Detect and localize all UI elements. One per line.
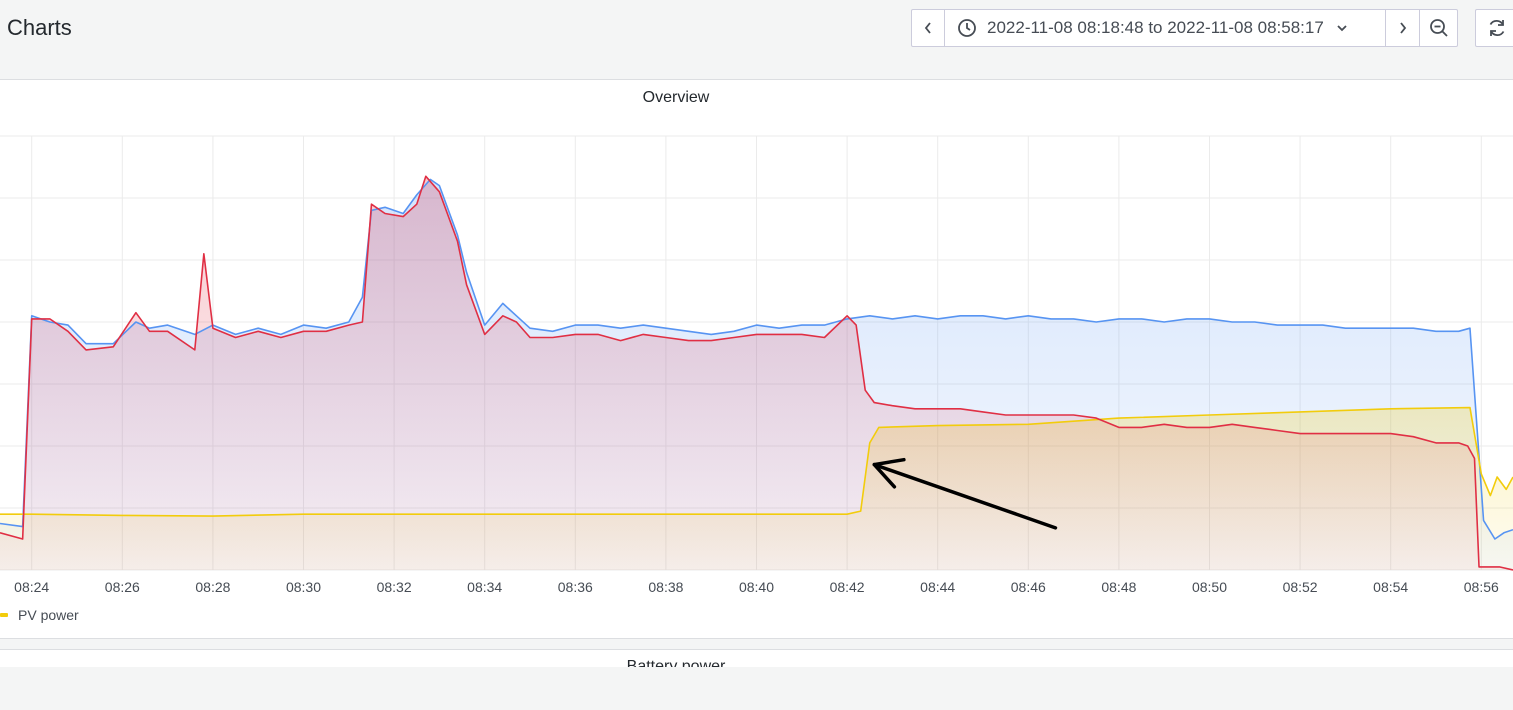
overview-chart[interactable]: 08:24 08:26 08:28 08:30 08:32 08:34 08:36 08:38… <box>0 80 1513 600</box>
series-line <box>0 175 1513 571</box>
clock-icon <box>957 18 977 38</box>
panel-title: Overview <box>642 89 710 106</box>
chevron-right-icon <box>1399 22 1406 34</box>
time-range-back-button[interactable] <box>911 9 945 47</box>
x-tick-label: 08:30 <box>286 579 321 595</box>
legend: PV power <box>0 607 79 623</box>
time-range-forward-button[interactable] <box>1386 9 1420 47</box>
x-tick-label: 08:56 <box>1464 579 1499 595</box>
x-tick-label: 08:46 <box>1011 579 1046 595</box>
annotation-arrow <box>872 462 1058 530</box>
x-tick-label: 08:26 <box>105 579 140 595</box>
x-tick-label: 08:28 <box>195 579 230 595</box>
legend-entry[interactable]: PV power <box>18 607 79 623</box>
x-tick-label: 08:50 <box>1192 579 1227 595</box>
x-tick-label: 08:52 <box>1283 579 1318 595</box>
series-line <box>0 406 1513 517</box>
overview-panel: Overview 08:24 08:26 08:28 08:30 08:32 08:34 0… <box>0 80 1513 639</box>
x-tick-label: 08:44 <box>920 579 955 595</box>
series-line <box>0 178 1513 540</box>
time-range-controls: 2022-11-08 08:18:48 to 2022-11-08 08:58:… <box>911 9 1458 47</box>
arrow-icon <box>872 457 906 489</box>
chevron-left-icon <box>924 22 931 34</box>
zoom-out-button[interactable] <box>1420 9 1458 47</box>
zoom-out-icon <box>1429 19 1448 37</box>
x-tick-label: 08:54 <box>1373 579 1408 595</box>
refresh-button[interactable] <box>1475 9 1513 47</box>
top-bar: Charts 2022-11-08 08:18:48 to 2022-11-08… <box>0 0 1513 80</box>
chevron-down-icon <box>1336 24 1348 32</box>
x-tick-label: 08:36 <box>558 579 593 595</box>
panel-title: Battery power <box>626 658 726 667</box>
x-tick-label: 08:32 <box>377 579 412 595</box>
time-range-label: 2022-11-08 08:18:48 to 2022-11-08 08:58:… <box>987 18 1324 37</box>
x-tick-label: 08:24 <box>14 579 49 595</box>
x-tick-label: 08:48 <box>1101 579 1136 595</box>
x-tick-label: 08:34 <box>467 579 502 595</box>
page-title: Charts <box>7 15 72 40</box>
time-range-picker[interactable]: 2022-11-08 08:18:48 to 2022-11-08 08:58:… <box>945 9 1386 47</box>
x-tick-label: 08:38 <box>648 579 683 595</box>
x-tick-label: 08:40 <box>739 579 774 595</box>
battery-power-panel: Battery power <box>0 649 1513 667</box>
x-tick-label: 08:42 <box>830 579 865 595</box>
legend-swatch <box>0 613 8 617</box>
series-area <box>0 176 1513 571</box>
refresh-icon <box>1489 19 1505 37</box>
